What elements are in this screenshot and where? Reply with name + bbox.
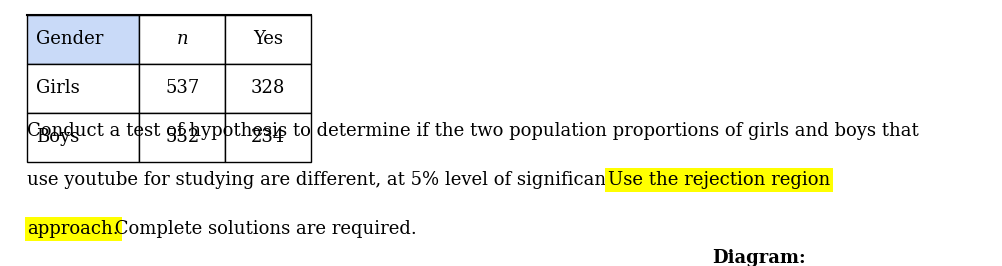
FancyBboxPatch shape [225,64,312,113]
Text: Conduct a test of hypothesis to determine if the two population proportions of g: Conduct a test of hypothesis to determin… [27,122,919,140]
Text: n: n [176,30,188,48]
Text: Boys: Boys [36,128,79,147]
Text: use youtube for studying are different, at 5% level of significance.: use youtube for studying are different, … [27,171,638,189]
Text: 328: 328 [252,79,286,97]
Text: Diagram:: Diagram: [712,250,806,266]
Text: 537: 537 [165,79,199,97]
Text: Use the rejection region: Use the rejection region [608,171,831,189]
FancyBboxPatch shape [225,15,312,64]
FancyBboxPatch shape [27,64,139,113]
FancyBboxPatch shape [139,113,225,162]
Text: 234: 234 [252,128,286,147]
FancyBboxPatch shape [27,113,139,162]
Text: Complete solutions are required.: Complete solutions are required. [109,220,417,238]
FancyBboxPatch shape [139,64,225,113]
Text: approach.: approach. [27,220,119,238]
Text: Girls: Girls [36,79,79,97]
FancyBboxPatch shape [27,15,139,64]
Text: Yes: Yes [254,30,284,48]
FancyBboxPatch shape [225,113,312,162]
Text: Gender: Gender [36,30,103,48]
FancyBboxPatch shape [139,15,225,64]
Text: 532: 532 [165,128,199,147]
